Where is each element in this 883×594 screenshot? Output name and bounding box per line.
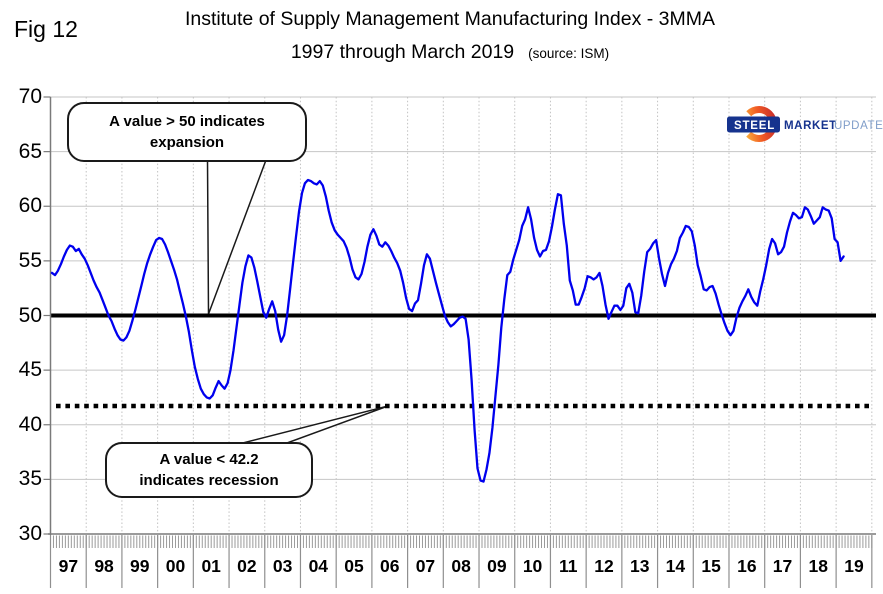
x-axis-year-label: 97 [58,556,79,576]
callout-recession-line1: A value < 42.2 [159,451,259,468]
logo-update: UPDATE [834,120,883,132]
callout-expansion: A value > 50 indicates expansion [67,102,307,162]
x-axis-year-label: 15 [701,556,721,576]
y-axis-tick-label: 50 [18,303,42,327]
x-axis-year-label: 11 [559,556,578,576]
x-axis-year-label: 12 [594,556,614,576]
y-axis-tick-label: 35 [18,467,42,491]
pmi-series-line [50,178,845,483]
chart-subtitle: 1997 through March 2019 [290,41,515,63]
x-axis-year-label: 17 [772,556,793,576]
chart-title-line2: 1997 through March 2019 (source: ISM) [115,41,785,64]
chart-title-line1: Institute of Supply Management Manufactu… [184,8,716,30]
y-axis-tick-label: 45 [18,358,42,382]
x-axis-year-label: 98 [94,556,114,576]
x-axis-year-label: 18 [808,556,828,576]
x-axis-year-label: 01 [201,556,221,576]
x-axis-year-label: 99 [130,556,150,576]
y-axis-tick-label: 70 [18,85,42,108]
x-axis-year-label: 05 [344,556,364,576]
x-axis-year-label: 10 [522,556,543,576]
x-axis-year-label: 04 [308,556,329,576]
y-axis-tick-label: 60 [18,194,42,218]
x-axis-year-label: 08 [451,556,471,576]
logo-crescent-icon [741,106,777,143]
x-axis-year-label: 06 [379,556,400,576]
y-axis-tick-label: 65 [18,139,42,163]
y-axis-tick-label: 55 [18,248,42,272]
x-axis-year-label: 09 [487,556,507,576]
y-axis-tick-label: 40 [18,412,42,436]
logo-steel: STEEL [734,120,775,132]
x-axis-year-label: 14 [665,556,686,576]
source-note: (source: ISM) [528,46,610,61]
y-axis-tick-label: 30 [18,522,42,545]
x-axis-year-label: 19 [844,556,864,576]
callout-expansion-line1: A value > 50 indicates [109,113,265,130]
callout-expansion-pointer [206,159,268,315]
x-axis-year-label: 13 [629,556,650,576]
fig-label: Fig 12 [14,16,78,42]
x-axis-year-label: 16 [737,556,757,576]
callout-expansion-line2: expansion [149,134,225,151]
x-axis-year-label: 07 [415,556,436,576]
x-axis-year-label: 00 [165,556,186,576]
steel-market-update-logo: STEEL MARKET UPDATE [727,106,883,143]
x-axis-year-label: 03 [272,556,293,576]
logo-steel-box [727,116,780,133]
callout-recession: A value < 42.2 indicates recession [105,442,313,498]
logo-market: MARKET [784,120,837,132]
callout-recession-line2: indicates recession [139,472,279,489]
x-axis-year-label: 02 [237,556,257,576]
